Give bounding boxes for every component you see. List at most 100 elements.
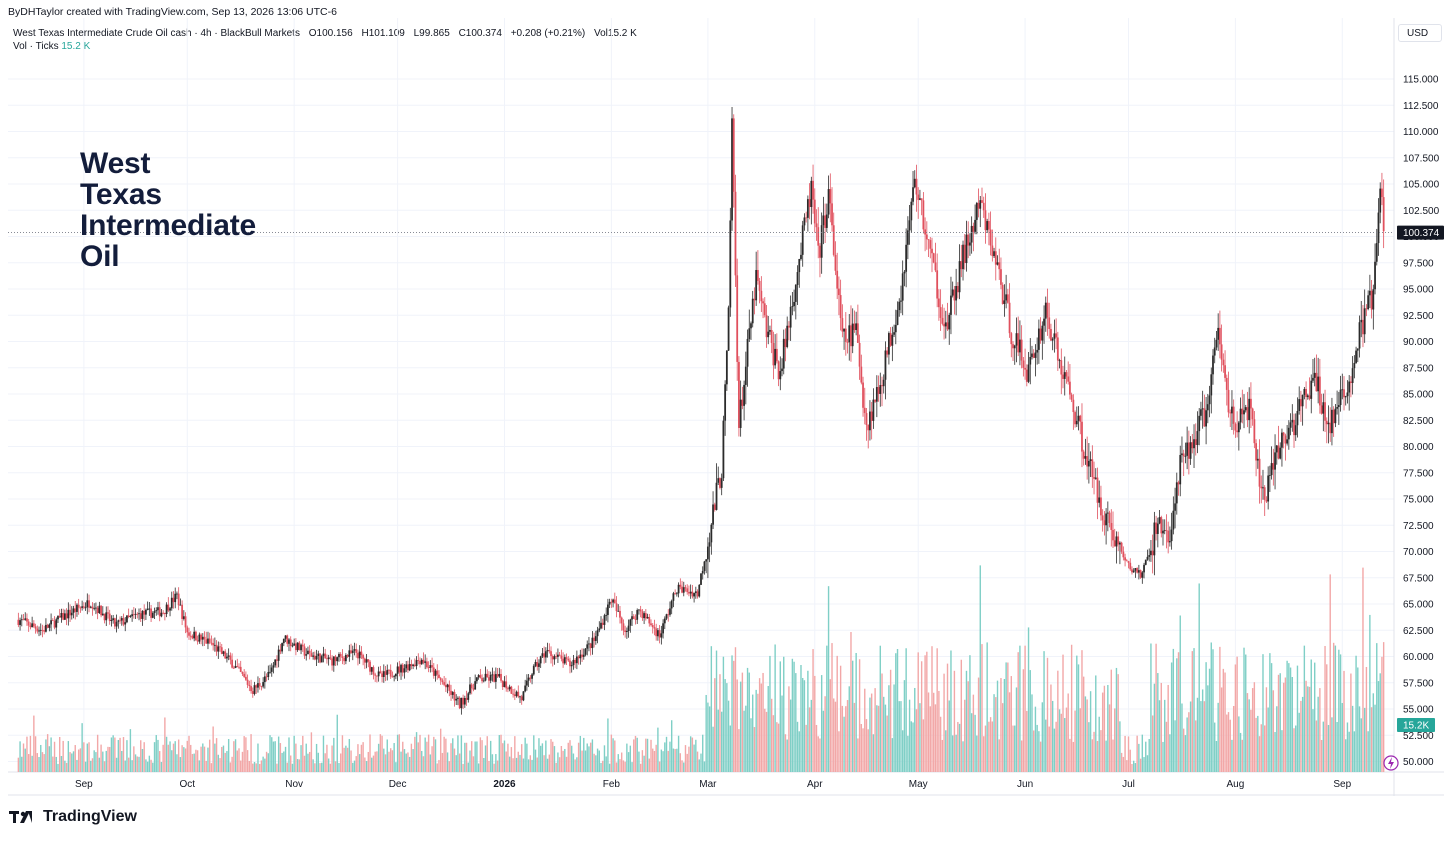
candle-body xyxy=(1181,453,1183,455)
volume-bar xyxy=(102,751,104,772)
volume-bar xyxy=(221,746,223,772)
volume-bar xyxy=(772,715,775,772)
candle-body xyxy=(1268,475,1271,476)
candles xyxy=(17,106,1385,715)
volume-bar xyxy=(510,747,513,772)
volume-bar xyxy=(1250,709,1252,772)
volume-bar xyxy=(296,759,299,772)
candle-body xyxy=(1119,542,1121,545)
volume-bar xyxy=(752,694,754,772)
candle-body xyxy=(307,650,309,655)
candle-body xyxy=(882,379,885,387)
candle-body xyxy=(143,610,146,615)
volume-bar xyxy=(1286,660,1288,772)
volume-bar xyxy=(1053,728,1056,772)
candle-body xyxy=(550,651,552,657)
volume-bar xyxy=(33,715,35,772)
candle-body xyxy=(253,685,256,694)
candle-body xyxy=(1051,338,1054,341)
volume-bar xyxy=(619,759,621,772)
volume-bar xyxy=(19,741,21,772)
candle-body xyxy=(313,655,316,660)
candle-body xyxy=(457,697,459,699)
volume-bar xyxy=(227,739,230,772)
candle-body xyxy=(145,609,147,615)
volume-bar xyxy=(246,750,249,772)
candle-body xyxy=(624,630,627,633)
candle-body xyxy=(360,651,363,656)
candle-body xyxy=(1377,212,1380,244)
volume-bar xyxy=(341,735,344,772)
candle-body xyxy=(631,616,633,620)
candle-body xyxy=(582,654,585,657)
volume-bar xyxy=(917,652,919,772)
candle-body xyxy=(96,607,99,614)
candle-body xyxy=(1250,398,1252,409)
volume-bar xyxy=(477,763,480,772)
candle-body xyxy=(131,614,134,617)
volume-bar xyxy=(1017,652,1019,772)
candle-body xyxy=(691,591,694,597)
candle-body xyxy=(1022,360,1025,368)
volume-bar xyxy=(352,762,354,772)
tradingview-logo-icon xyxy=(9,811,32,823)
candle-body xyxy=(443,682,446,685)
volume-bar xyxy=(1079,708,1081,772)
candle-body xyxy=(1082,451,1085,459)
volume-bar xyxy=(190,744,192,772)
volume-bar xyxy=(557,752,559,772)
volume-bar xyxy=(452,738,454,772)
candle-body xyxy=(419,660,421,665)
symbol-description[interactable]: West Texas Intermediate Crude Oil cash ·… xyxy=(13,28,300,39)
candle-body xyxy=(396,666,399,674)
volume-bar xyxy=(929,706,931,772)
candle-body xyxy=(1189,442,1192,459)
volume-bar xyxy=(1170,662,1173,772)
candle-body xyxy=(946,322,949,330)
volume-bar xyxy=(803,680,806,772)
candle-body xyxy=(1170,529,1173,542)
candle-body xyxy=(277,649,280,661)
volume-bar xyxy=(491,754,494,772)
volume-bar xyxy=(681,760,683,772)
price-chart[interactable]: 115.000112.500110.000107.500105.000102.5… xyxy=(0,0,1456,800)
candle-body xyxy=(712,504,714,525)
volume-bar xyxy=(700,753,702,772)
volume-bar xyxy=(593,753,595,772)
volume-bar xyxy=(288,737,290,772)
y-tick-label: 75.000 xyxy=(1403,495,1434,506)
volume-bar xyxy=(1072,741,1075,772)
candle-body xyxy=(398,666,401,673)
volume-bar xyxy=(958,723,961,772)
volume-indicator-value: 15.2 K xyxy=(61,41,91,52)
volume-bar xyxy=(1146,755,1149,772)
volume-bar xyxy=(514,736,516,772)
candle-body xyxy=(789,306,792,328)
volume-bar xyxy=(1117,674,1119,772)
volume-bar xyxy=(1334,645,1337,772)
volume-indicator-label[interactable]: Vol · Ticks xyxy=(13,41,59,52)
volume-bar xyxy=(1326,664,1328,772)
volume-bar xyxy=(853,702,856,772)
currency-button[interactable]: USD xyxy=(1398,24,1442,42)
volume-bar xyxy=(855,652,857,772)
volume-bar xyxy=(962,741,964,772)
candle-body xyxy=(848,325,851,343)
volume-bar xyxy=(870,693,873,772)
volume-bar xyxy=(57,763,59,772)
volume-bar xyxy=(234,739,237,772)
volume-bar xyxy=(396,734,399,772)
volume-bar xyxy=(76,759,78,772)
last-price-label: 100.374 xyxy=(1403,228,1440,239)
candle-body xyxy=(1131,569,1133,573)
candle-body xyxy=(374,674,377,676)
volume-bar xyxy=(331,745,333,772)
candle-body xyxy=(605,614,608,616)
volume-bar xyxy=(1315,720,1318,772)
candle-body xyxy=(417,660,420,661)
candle-body xyxy=(284,635,287,639)
volume-bar xyxy=(1132,760,1135,772)
volume-bar xyxy=(598,750,600,772)
volume-bar xyxy=(364,757,366,772)
volume-bar xyxy=(515,757,518,772)
